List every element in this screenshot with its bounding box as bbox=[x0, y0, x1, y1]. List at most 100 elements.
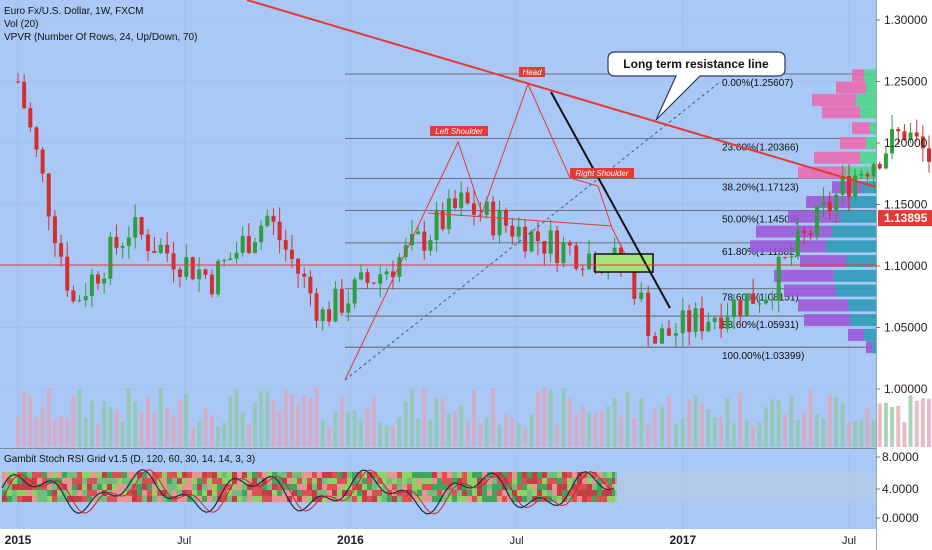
osc-grid-cell bbox=[357, 490, 362, 496]
osc-grid-cell bbox=[22, 490, 27, 496]
osc-grid-cell bbox=[47, 496, 52, 502]
osc-grid-cell bbox=[12, 496, 17, 502]
candle-body bbox=[296, 258, 301, 274]
candle-body bbox=[542, 241, 547, 254]
osc-grid-cell bbox=[467, 484, 472, 490]
osc-grid-cell bbox=[552, 472, 557, 478]
osc-grid-cell bbox=[32, 472, 37, 478]
osc-grid-cell bbox=[97, 484, 102, 490]
osc-grid-cell bbox=[162, 484, 167, 490]
osc-grid-cell bbox=[572, 484, 577, 490]
osc-grid-cell bbox=[287, 484, 292, 490]
volume-bar bbox=[738, 392, 743, 447]
oscillator-title[interactable]: Gambit Stoch RSI Grid v1.5 (D, 120, 60, … bbox=[4, 454, 255, 465]
resistance-callout[interactable]: Long term resistance line bbox=[607, 51, 786, 121]
osc-grid-cell bbox=[457, 478, 462, 484]
osc-grid-cell bbox=[507, 478, 512, 484]
volume-bar bbox=[920, 398, 925, 447]
osc-grid-cell bbox=[62, 496, 67, 502]
chart-legend: Euro Fx/U.S. Dollar, 1W, FXCM Vol (20) V… bbox=[4, 6, 255, 465]
osc-grid-cell bbox=[542, 472, 547, 478]
volume-profile-row-up bbox=[836, 284, 876, 297]
osc-grid-cell bbox=[142, 496, 147, 502]
osc-grid-cell bbox=[192, 484, 197, 490]
osc-grid-cell bbox=[282, 472, 287, 478]
candle-body bbox=[171, 253, 176, 270]
osc-grid-cell bbox=[532, 484, 537, 490]
candle-body bbox=[352, 279, 357, 304]
osc-grid-cell bbox=[572, 478, 577, 484]
osc-grid-cell bbox=[312, 478, 317, 484]
candle-body bbox=[815, 205, 820, 236]
vpvr-indicator-label[interactable]: VPVR (Number Of Rows, 24, Up/Down, 70) bbox=[4, 32, 197, 43]
osc-grid-cell bbox=[202, 478, 207, 484]
osc-grid-cell bbox=[402, 484, 407, 490]
osc-grid-cell bbox=[167, 472, 172, 478]
osc-grid-cell bbox=[202, 472, 207, 478]
volume-bar bbox=[666, 395, 671, 447]
osc-grid-cell bbox=[402, 496, 407, 502]
osc-grid-cell bbox=[392, 478, 397, 484]
osc-grid-cell bbox=[92, 484, 97, 490]
candle-body bbox=[246, 236, 251, 253]
volume-bar bbox=[16, 417, 20, 447]
volume-profile-row-down bbox=[822, 106, 860, 119]
target-box[interactable] bbox=[594, 253, 654, 273]
candle-body bbox=[71, 290, 76, 302]
osc-grid-cell bbox=[477, 490, 482, 496]
candle-body bbox=[96, 274, 101, 284]
volume-profile-row-up bbox=[860, 106, 876, 119]
volume-indicator-label[interactable]: Vol (20) bbox=[4, 19, 38, 30]
fib-level-label: 78.60%(1.08151) bbox=[722, 293, 799, 304]
candle-body bbox=[145, 234, 150, 251]
osc-grid-cell bbox=[542, 490, 547, 496]
osc-grid-cell bbox=[117, 484, 122, 490]
osc-grid-cell bbox=[527, 478, 532, 484]
candle-body bbox=[114, 236, 119, 248]
volume-bar bbox=[751, 426, 756, 447]
volume-bar bbox=[744, 419, 749, 447]
osc-grid-cell bbox=[252, 496, 257, 502]
volume-bar bbox=[660, 407, 665, 447]
osc-grid-cell bbox=[157, 484, 162, 490]
osc-grid-cell bbox=[372, 496, 377, 502]
osc-grid-cell bbox=[582, 472, 587, 478]
volume-profile-row-up bbox=[860, 151, 876, 164]
osc-grid-cell bbox=[582, 484, 587, 490]
volume-bar bbox=[587, 412, 592, 447]
volume-profile-row-down bbox=[812, 93, 856, 106]
volume-bar bbox=[693, 395, 698, 447]
fib-level-label: 61.80%(1.11882) bbox=[722, 247, 798, 258]
candle-body bbox=[808, 233, 813, 236]
osc-grid-cell bbox=[462, 490, 467, 496]
osc-grid-cell bbox=[422, 484, 427, 490]
osc-grid-cell bbox=[367, 490, 372, 496]
volume-bar bbox=[416, 418, 421, 447]
head-label: Head bbox=[522, 68, 542, 77]
candle-body bbox=[871, 163, 876, 177]
volume-profile bbox=[750, 69, 876, 354]
osc-grid-cell bbox=[527, 490, 532, 496]
osc-grid-cell bbox=[7, 472, 12, 478]
osc-grid-cell bbox=[517, 472, 522, 478]
osc-grid-cell bbox=[7, 496, 12, 502]
osc-grid-cell bbox=[237, 490, 242, 496]
osc-grid-cell bbox=[157, 496, 162, 502]
symbol-title[interactable]: Euro Fx/U.S. Dollar, 1W, FXCM bbox=[4, 6, 143, 17]
osc-grid-cell bbox=[587, 478, 592, 484]
osc-grid-cell bbox=[127, 496, 132, 502]
candle-body bbox=[632, 261, 637, 299]
osc-grid-cell bbox=[522, 496, 527, 502]
osc-grid-cell bbox=[322, 490, 327, 496]
osc-grid-cell bbox=[552, 496, 557, 502]
osc-grid-cell bbox=[597, 490, 602, 496]
osc-grid-cell bbox=[207, 472, 212, 478]
osc-grid-cell bbox=[487, 496, 492, 502]
resistance-line[interactable] bbox=[246, 0, 877, 188]
osc-grid-cell bbox=[432, 472, 437, 478]
osc-grid-cell bbox=[242, 484, 247, 490]
osc-grid-cell bbox=[92, 490, 97, 496]
osc-grid-cell bbox=[152, 490, 157, 496]
candle-body bbox=[34, 127, 39, 150]
